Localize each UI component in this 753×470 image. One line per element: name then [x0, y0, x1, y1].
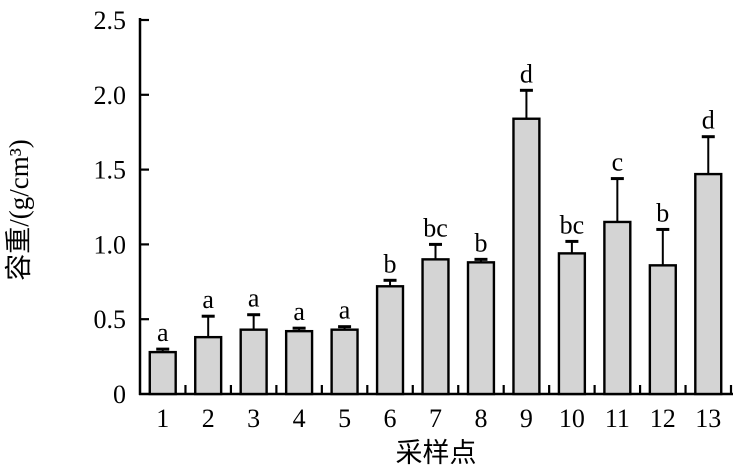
x-tick-label-8: 8	[474, 404, 487, 433]
x-tick-label-11: 11	[605, 404, 630, 433]
y-tick-label: 2.0	[94, 81, 127, 110]
sig-letter-5: a	[339, 296, 351, 325]
bar-9	[512, 117, 541, 396]
bar-3	[239, 328, 268, 396]
sig-letter-4: a	[293, 297, 305, 326]
sig-letter-12: b	[656, 198, 669, 227]
x-tick-label-9: 9	[520, 404, 533, 433]
bar-11	[603, 220, 632, 396]
sig-letter-6: b	[384, 249, 397, 278]
bar-4	[284, 329, 314, 396]
x-tick-label-6: 6	[384, 404, 397, 433]
x-tick-label-3: 3	[247, 404, 260, 433]
x-tick-label-7: 7	[429, 404, 442, 433]
sig-letter-13: d	[702, 106, 715, 135]
sig-letter-3: a	[248, 284, 260, 313]
bar-10	[557, 252, 587, 396]
sig-letter-2: a	[202, 285, 214, 314]
x-tick-label-1: 1	[156, 404, 169, 433]
bar-12	[648, 264, 677, 396]
sig-letter-1: a	[157, 318, 169, 347]
y-tick-label: 0	[113, 380, 126, 409]
x-tick-label-5: 5	[338, 404, 351, 433]
bar-5	[330, 328, 359, 396]
y-tick-label: 1.0	[94, 230, 127, 259]
bar-2	[194, 335, 223, 396]
sig-letter-11: c	[612, 148, 624, 177]
y-tick-label: 0.5	[94, 305, 127, 334]
sig-letter-9: d	[520, 59, 533, 88]
y-tick-label: 2.5	[94, 6, 127, 35]
bar-8	[466, 261, 496, 396]
bar-7	[421, 258, 450, 396]
x-tick-label-2: 2	[202, 404, 215, 433]
bar-13	[694, 172, 723, 396]
y-axis-title: 容重/(g/cm³)	[4, 139, 34, 281]
bar-6	[375, 285, 405, 396]
sig-letter-7: bc	[423, 213, 448, 242]
x-axis-title: 采样点	[396, 438, 477, 468]
sig-letter-8: b	[474, 228, 487, 257]
x-tick-label-12: 12	[650, 404, 676, 433]
sig-letter-10: bc	[560, 210, 585, 239]
bar-1	[148, 350, 177, 396]
x-tick-label-10: 10	[559, 404, 585, 433]
x-tick-label-4: 4	[293, 404, 306, 433]
x-tick-label-13: 13	[695, 404, 721, 433]
y-tick-label: 1.5	[94, 156, 127, 185]
